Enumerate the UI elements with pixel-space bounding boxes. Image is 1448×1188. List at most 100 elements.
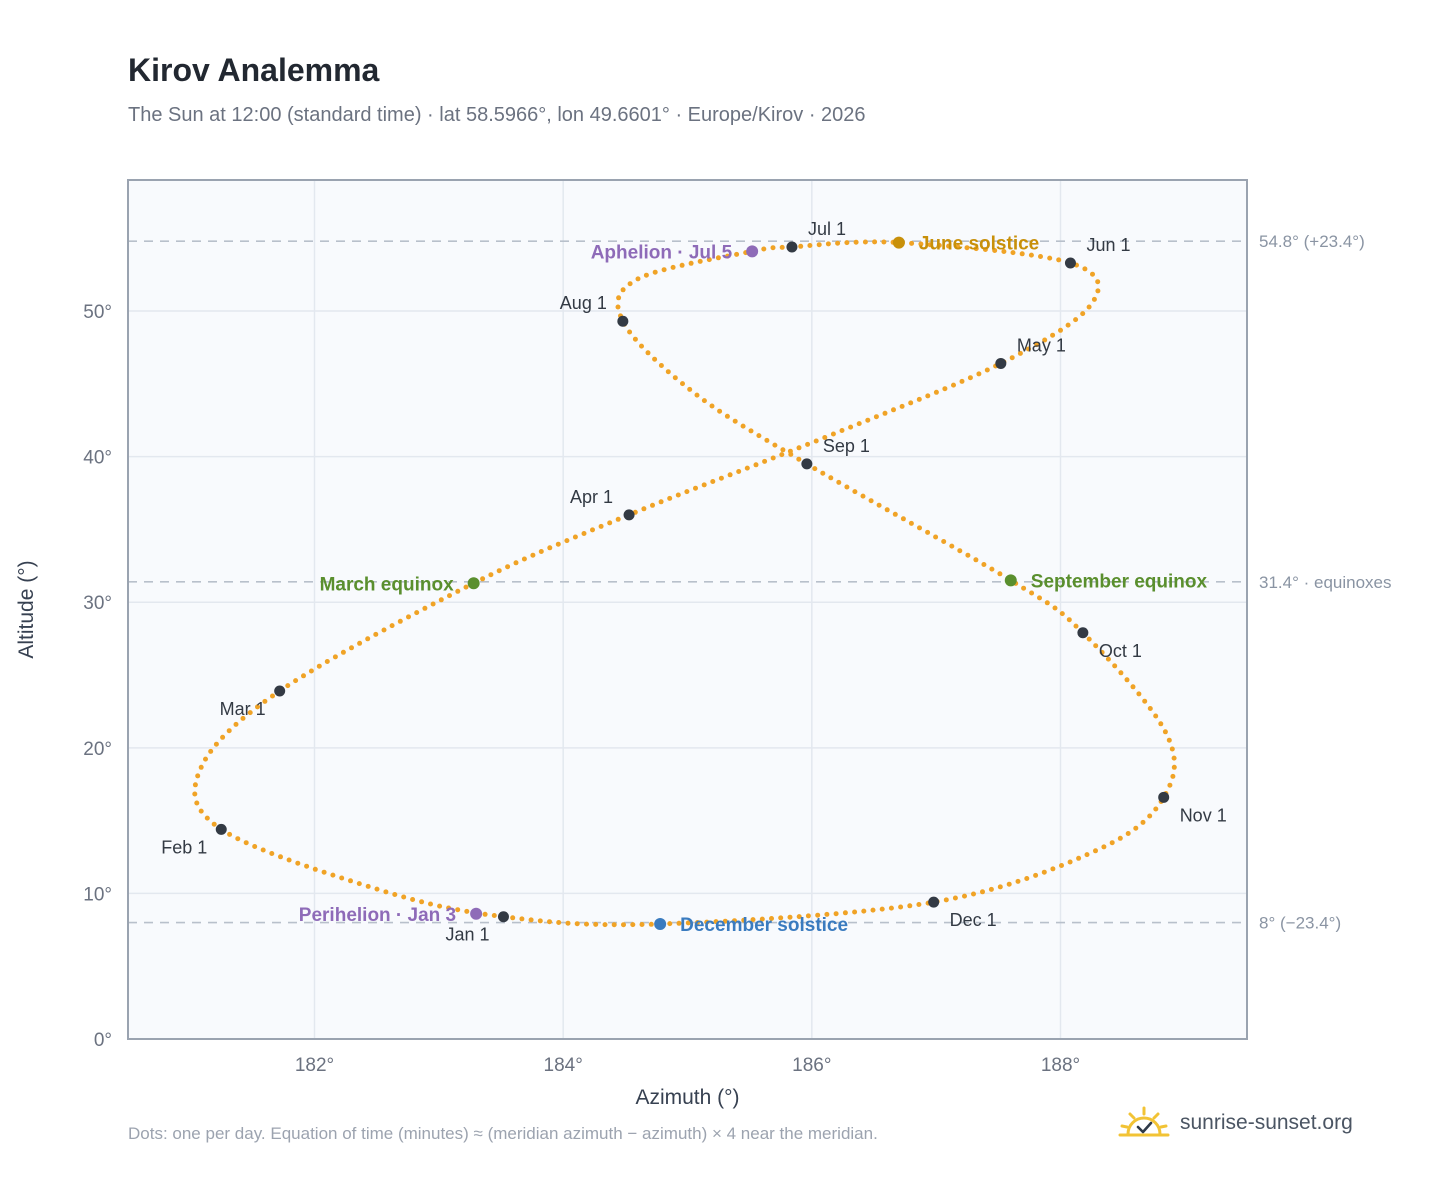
daily-dot: [865, 417, 871, 423]
event-label: June solstice: [919, 234, 1039, 255]
daily-dot: [652, 269, 658, 275]
daily-dot: [1034, 342, 1040, 348]
daily-dot: [949, 543, 955, 549]
daily-dot: [892, 511, 898, 517]
daily-dot: [593, 921, 599, 927]
daily-dot: [727, 472, 733, 478]
daily-dot: [565, 920, 571, 926]
daily-dot: [868, 498, 874, 504]
daily-dot: [365, 883, 371, 889]
daily-dot: [908, 400, 914, 406]
event-label: March equinox: [320, 574, 455, 595]
daily-dot: [694, 392, 700, 398]
month-marker-label: Dec 1: [950, 910, 997, 930]
daily-dot: [852, 909, 858, 915]
month-marker: [617, 315, 629, 327]
daily-dot: [1021, 585, 1027, 591]
daily-dot: [936, 242, 942, 248]
reference-line-label: 54.8° (+23.4°): [1259, 232, 1365, 251]
daily-dot: [1056, 257, 1062, 263]
daily-dot: [648, 921, 654, 927]
daily-dot: [1041, 869, 1047, 875]
daily-dot: [615, 304, 621, 310]
daily-dot: [973, 557, 979, 563]
daily-dot: [967, 375, 973, 381]
daily-dot: [1125, 831, 1131, 836]
daily-dot: [255, 704, 260, 710]
daily-dot: [482, 911, 488, 917]
daily-dot: [312, 866, 318, 872]
daily-dot: [860, 493, 866, 499]
daily-dot: [356, 881, 362, 887]
daily-dot: [270, 693, 275, 699]
daily-dot: [842, 910, 848, 916]
daily-dot: [787, 914, 793, 920]
month-markers: Jan 1 Feb 1 Mar 1 Apr 1 May 1 Jun 1 Jul 1 Aug 1…: [161, 219, 1227, 945]
daily-dot: [1169, 746, 1175, 752]
daily-dot: [581, 531, 587, 536]
daily-dot: [295, 860, 301, 866]
daily-dot: [510, 915, 516, 921]
daily-dot: [1118, 670, 1124, 676]
daily-dot: [1080, 311, 1086, 317]
daily-dot: [339, 875, 345, 881]
daily-dot: [917, 525, 922, 531]
daily-dot: [769, 916, 774, 921]
daily-dot: [455, 907, 461, 913]
daily-dot: [951, 382, 956, 388]
daily-dot: [952, 895, 958, 901]
daily-dot: [933, 534, 939, 540]
brand-text: sunrise-sunset.org: [1180, 1111, 1353, 1134]
month-marker: [786, 241, 798, 253]
daily-dot: [340, 649, 346, 655]
daily-dot: [764, 437, 770, 443]
month-marker: [995, 357, 1007, 369]
daily-dot: [941, 539, 947, 544]
daily-dot: [227, 831, 233, 837]
daily-dot: [645, 350, 651, 356]
daily-dot: [697, 258, 703, 264]
daily-dot: [278, 854, 283, 860]
daily-dot: [734, 251, 740, 257]
month-marker-label: Sep 1: [823, 436, 870, 456]
daily-dot: [1019, 251, 1025, 257]
daily-dot: [1009, 355, 1015, 361]
daily-dot: [778, 915, 784, 921]
daily-dot: [203, 756, 208, 762]
x-tick-label: 184°: [544, 1055, 583, 1076]
daily-dot: [770, 455, 776, 461]
daily-dot: [641, 506, 647, 512]
daily-dot: [1112, 663, 1118, 669]
daily-dot: [722, 918, 728, 924]
daily-dot: [1101, 844, 1107, 850]
daily-dot: [627, 281, 633, 287]
daily-dot: [635, 276, 641, 282]
daily-dot: [213, 741, 219, 747]
daily-dot: [976, 371, 982, 377]
y-tick-label: 10°: [83, 884, 112, 905]
daily-dot: [909, 240, 915, 246]
daily-dot: [198, 764, 204, 770]
daily-dot: [753, 462, 759, 468]
daily-dot: [324, 659, 330, 664]
daily-dot: [1044, 600, 1050, 606]
daily-dot: [943, 897, 949, 903]
daily-dot: [959, 378, 965, 384]
daily-dot: [192, 782, 198, 788]
daily-dot: [704, 919, 710, 925]
daily-dot: [770, 245, 776, 251]
daily-dot: [438, 597, 444, 603]
daily-dot: [1073, 623, 1079, 629]
brand-link[interactable]: sunrise-sunset.org: [1118, 1104, 1353, 1142]
daily-dot: [574, 921, 580, 927]
daily-dot: [1015, 878, 1021, 884]
daily-dot: [252, 844, 258, 849]
daily-dot: [820, 470, 826, 476]
daily-dot: [208, 748, 214, 754]
daily-dot: [1066, 617, 1072, 623]
daily-dot: [891, 407, 896, 413]
daily-dot: [839, 428, 845, 433]
daily-dot: [247, 710, 253, 716]
y-tick-label: 30°: [83, 593, 112, 614]
daily-dot: [260, 847, 266, 853]
